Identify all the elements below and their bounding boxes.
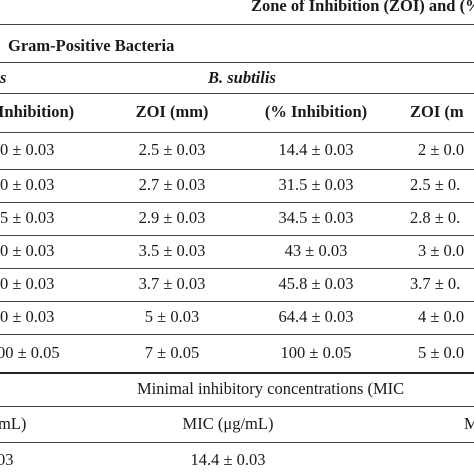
table-cell: 31.5 ± 0.03 (278, 175, 354, 194)
table-cell: 0 ± 0.03 (0, 140, 55, 159)
table-cell: 2.9 ± 0.03 (138, 208, 206, 227)
divider (0, 169, 474, 170)
mic-section-title: Minimal inhibitory concentrations (MIC (137, 379, 405, 398)
table-cell: 2.8 ± 0. (410, 208, 461, 227)
mic-column-header: mL) (0, 414, 27, 433)
table-cell: 45.8 ± 0.03 (278, 274, 354, 293)
divider (0, 62, 474, 63)
column-header: Inhibition) (0, 102, 75, 121)
divider (0, 24, 474, 25)
table-cell: 0 ± 0.03 (0, 241, 55, 260)
column-header: (% Inhibition) (264, 102, 368, 121)
group-heading: Gram-Positive Bacteria (8, 36, 175, 55)
table-cell: 14.4 ± 0.03 (278, 140, 354, 159)
table-cell: 2 ± 0.0 (418, 140, 465, 159)
table-cell: 64.4 ± 0.03 (278, 307, 354, 326)
column-header: ZOI (m (410, 102, 464, 121)
divider (0, 442, 474, 443)
divider (0, 372, 474, 374)
table-cell: 2.5 ± 0.03 (138, 140, 206, 159)
divider (0, 268, 474, 269)
divider (0, 301, 474, 302)
species-left: s (0, 68, 7, 87)
table-cell: 00 ± 0.05 (0, 343, 60, 362)
table-cell: 5 ± 0.03 (144, 307, 200, 326)
table-cell: 7 ± 0.05 (144, 343, 200, 362)
table-cell: 2.5 ± 0. (410, 175, 461, 194)
divider (0, 202, 474, 203)
table-cell: 4 ± 0.0 (418, 307, 465, 326)
divider (0, 334, 474, 335)
table-cell: 43 ± 0.03 (284, 241, 348, 260)
column-header: ZOI (mm) (135, 102, 209, 121)
table-cell: 5 ± 0.03 (0, 208, 55, 227)
table-cell: 2.7 ± 0.03 (138, 175, 206, 194)
mic-column-header: MIC (μg/mL) (182, 414, 274, 433)
table-cell: 5 ± 0.0 (418, 343, 465, 362)
table-title: Zone of Inhibition (ZOI) and (% (251, 0, 474, 15)
table-cell: 100 ± 0.05 (280, 343, 352, 362)
divider (0, 406, 474, 407)
table-cell: 0 ± 0.03 (0, 175, 55, 194)
table-cell: 0 ± 0.03 (0, 274, 55, 293)
mic-cell: 03 (0, 450, 14, 469)
divider (0, 132, 474, 133)
table-cell: 3 ± 0.0 (418, 241, 465, 260)
table-cell: 0 ± 0.03 (0, 307, 55, 326)
table-cell: 3.7 ± 0. (410, 274, 461, 293)
divider (0, 235, 474, 236)
species-right: B. subtilis (208, 68, 276, 87)
mic-column-header: M (464, 414, 474, 433)
mic-cell: 14.4 ± 0.03 (190, 450, 266, 469)
table-cell: 3.7 ± 0.03 (138, 274, 206, 293)
table-cell: 34.5 ± 0.03 (278, 208, 354, 227)
table-cell: 3.5 ± 0.03 (138, 241, 206, 260)
divider (0, 93, 474, 94)
